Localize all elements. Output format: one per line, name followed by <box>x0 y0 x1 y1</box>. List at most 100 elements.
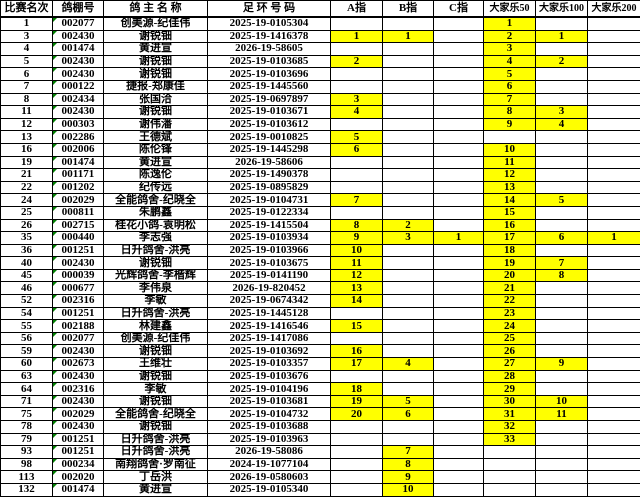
table-row: 59 002430 谢锐钿 2025-19-0103692 16 26 <box>0 344 640 359</box>
b-index-cell <box>382 180 434 195</box>
dajiale50-cell: 13 <box>483 180 536 195</box>
text-stored-flag-icon <box>53 270 57 274</box>
text-stored-flag-icon <box>53 446 57 451</box>
a-index-cell <box>330 180 383 195</box>
dajiale200-cell <box>587 382 640 396</box>
column-header-c-index: C指 <box>433 0 484 18</box>
c-index-cell <box>433 357 484 371</box>
text-stored-flag-icon <box>53 232 57 237</box>
b-index-cell <box>382 243 434 258</box>
loft-number-cell: 000234 <box>52 457 104 472</box>
ring-number-cell: 2026-19-820452 <box>207 281 331 296</box>
dajiale200-cell <box>587 130 640 144</box>
c-index-cell <box>433 92 484 107</box>
owner-name-cell: 陈逸伦 <box>103 168 208 182</box>
owner-name-cell: 全能鸽舍-纪晓全 <box>103 407 208 421</box>
dajiale50-cell: 24 <box>483 319 536 333</box>
text-stored-flag-icon <box>53 194 57 199</box>
c-index-cell <box>433 117 484 132</box>
loft-number-cell: 002029 <box>52 193 104 207</box>
owner-name-cell: 林建鑫 <box>103 319 208 333</box>
table-row: 19 001474 黄进宣 2026-19-58606 11 <box>0 155 640 170</box>
text-stored-flag-icon <box>53 43 57 48</box>
a-index-cell <box>330 445 383 459</box>
b-index-cell <box>382 319 434 333</box>
ring-number-cell: 2026-19-58606 <box>207 155 331 170</box>
loft-number-cell: 001474 <box>52 42 104 56</box>
race-rank-cell: 55 <box>0 319 53 333</box>
race-rank-cell: 8 <box>0 92 53 107</box>
c-index-cell <box>433 319 484 333</box>
table-row: 52 002316 李敏 2025-19-0674342 14 22 <box>0 294 640 308</box>
text-stored-flag-icon <box>53 408 57 413</box>
dajiale200-cell <box>587 243 640 258</box>
a-index-cell <box>330 67 383 81</box>
dajiale100-cell <box>535 180 588 195</box>
text-stored-flag-icon <box>53 358 57 363</box>
ring-number-cell: 2025-19-0103696 <box>207 67 331 81</box>
owner-name-cell: 李伟泉 <box>103 281 208 296</box>
b-index-cell <box>382 79 434 94</box>
dajiale50-cell: 15 <box>483 205 536 220</box>
table-row: 4 001474 黄进宣 2026-19-58605 3 <box>0 42 640 56</box>
a-index-cell <box>330 331 383 346</box>
loft-number-cell: 002430 <box>52 344 104 359</box>
dajiale100-cell <box>535 130 588 144</box>
ring-number-cell: 2025-19-0141190 <box>207 268 331 283</box>
dajiale200-cell <box>587 357 640 371</box>
table-row: 6 002430 谢锐钿 2025-19-0103696 5 <box>0 67 640 81</box>
ring-number-cell: 2025-19-0103692 <box>207 344 331 359</box>
text-stored-flag-icon <box>53 81 57 85</box>
dajiale100-cell <box>535 16 588 31</box>
loft-number-cell: 001251 <box>52 306 104 321</box>
table-row: 36 001251 日升鸽舍-洪亮 2025-19-0103966 10 18 <box>0 243 640 258</box>
b-index-cell <box>382 306 434 321</box>
ring-number-cell: 2025-19-0105340 <box>207 482 331 497</box>
owner-name-cell: 王维壮 <box>103 357 208 371</box>
dajiale100-cell: 4 <box>535 117 588 132</box>
dajiale100-cell: 5 <box>535 193 588 207</box>
ring-number-cell: 2025-19-0103688 <box>207 420 331 434</box>
loft-number-cell: 001251 <box>52 243 104 258</box>
table-row: 16 002006 陈伦锋 2025-19-1445298 6 10 <box>0 142 640 157</box>
table-row: 13 002286 王德斌 2025-19-0010825 5 <box>0 130 640 144</box>
table-row: 45 000039 光辉鸽舍-李楷辉 2025-19-0141190 12 20 8 <box>0 268 640 283</box>
ring-number-cell: 2025-19-0697897 <box>207 92 331 107</box>
b-index-cell <box>382 281 434 296</box>
dajiale50-cell <box>483 457 536 472</box>
dajiale200-cell <box>587 256 640 270</box>
column-header-race-rank: 比赛名次 <box>0 0 53 18</box>
owner-name-cell: 王德斌 <box>103 130 208 144</box>
dajiale50-cell: 18 <box>483 243 536 258</box>
dajiale100-cell <box>535 243 588 258</box>
race-rank-cell: 25 <box>0 205 53 220</box>
c-index-cell: 1 <box>433 231 484 245</box>
loft-number-cell: 001171 <box>52 168 104 182</box>
dajiale50-cell: 6 <box>483 79 536 94</box>
c-index-cell <box>433 470 484 484</box>
ring-number-cell: 2025-19-1415504 <box>207 218 331 233</box>
c-index-cell <box>433 42 484 56</box>
dajiale100-cell <box>535 155 588 170</box>
dajiale100-cell <box>535 168 588 182</box>
dajiale200-cell <box>587 306 640 321</box>
dajiale100-cell <box>535 205 588 220</box>
dajiale50-cell: 2 <box>483 29 536 44</box>
dajiale50-cell: 26 <box>483 344 536 359</box>
c-index-cell <box>433 16 484 31</box>
b-index-cell <box>382 155 434 170</box>
c-index-cell <box>433 130 484 144</box>
race-rank-cell: 16 <box>0 142 53 157</box>
b-index-cell <box>382 268 434 283</box>
dajiale100-cell <box>535 420 588 434</box>
dajiale100-cell: 8 <box>535 268 588 283</box>
dajiale200-cell <box>587 432 640 447</box>
ring-number-cell: 2025-19-0103675 <box>207 256 331 270</box>
ring-number-cell: 2025-19-0104732 <box>207 407 331 421</box>
dajiale50-cell: 20 <box>483 268 536 283</box>
race-rank-cell: 22 <box>0 180 53 195</box>
owner-name-cell: 谢锐钿 <box>103 54 208 69</box>
owner-name-cell: 谢锐钿 <box>103 29 208 44</box>
text-stored-flag-icon <box>53 345 57 350</box>
race-rank-cell: 26 <box>0 218 53 233</box>
